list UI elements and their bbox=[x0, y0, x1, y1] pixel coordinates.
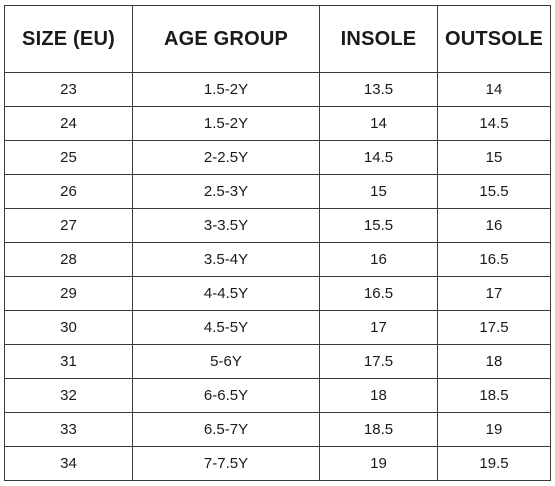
cell-outsole: 18 bbox=[437, 344, 551, 379]
cell-age-group: 7-7.5Y bbox=[132, 446, 320, 481]
cell-insole: 13.5 bbox=[319, 72, 438, 107]
table-row: 24 1.5-2Y 14 14.5 bbox=[4, 106, 551, 141]
header-row: SIZE (EU) AGE GROUP INSOLE OUTSOLE bbox=[4, 5, 551, 73]
cell-size-eu: 25 bbox=[4, 140, 133, 175]
cell-size-eu: 26 bbox=[4, 174, 133, 209]
cell-outsole: 19 bbox=[437, 412, 551, 447]
cell-age-group: 6-6.5Y bbox=[132, 378, 320, 413]
size-chart-table: SIZE (EU) AGE GROUP INSOLE OUTSOLE 23 1.… bbox=[4, 5, 551, 481]
cell-size-eu: 28 bbox=[4, 242, 133, 277]
cell-size-eu: 27 bbox=[4, 208, 133, 243]
cell-age-group: 2-2.5Y bbox=[132, 140, 320, 175]
header-size-eu: SIZE (EU) bbox=[4, 5, 133, 73]
table-row: 34 7-7.5Y 19 19.5 bbox=[4, 446, 551, 481]
cell-size-eu: 33 bbox=[4, 412, 133, 447]
table-row: 32 6-6.5Y 18 18.5 bbox=[4, 378, 551, 413]
cell-size-eu: 23 bbox=[4, 72, 133, 107]
cell-outsole: 19.5 bbox=[437, 446, 551, 481]
table-row: 31 5-6Y 17.5 18 bbox=[4, 344, 551, 379]
cell-size-eu: 29 bbox=[4, 276, 133, 311]
cell-size-eu: 31 bbox=[4, 344, 133, 379]
table-row: 33 6.5-7Y 18.5 19 bbox=[4, 412, 551, 447]
cell-outsole: 15.5 bbox=[437, 174, 551, 209]
cell-age-group: 3-3.5Y bbox=[132, 208, 320, 243]
cell-outsole: 14 bbox=[437, 72, 551, 107]
header-insole: INSOLE bbox=[319, 5, 438, 73]
cell-insole: 16 bbox=[319, 242, 438, 277]
cell-outsole: 15 bbox=[437, 140, 551, 175]
cell-outsole: 17.5 bbox=[437, 310, 551, 345]
cell-age-group: 1.5-2Y bbox=[132, 106, 320, 141]
cell-insole: 15 bbox=[319, 174, 438, 209]
table-header: SIZE (EU) AGE GROUP INSOLE OUTSOLE bbox=[4, 5, 551, 73]
cell-insole: 19 bbox=[319, 446, 438, 481]
cell-insole: 18.5 bbox=[319, 412, 438, 447]
cell-age-group: 5-6Y bbox=[132, 344, 320, 379]
cell-insole: 18 bbox=[319, 378, 438, 413]
header-age-group: AGE GROUP bbox=[132, 5, 320, 73]
cell-outsole: 14.5 bbox=[437, 106, 551, 141]
table-row: 25 2-2.5Y 14.5 15 bbox=[4, 140, 551, 175]
cell-age-group: 1.5-2Y bbox=[132, 72, 320, 107]
cell-outsole: 18.5 bbox=[437, 378, 551, 413]
cell-size-eu: 34 bbox=[4, 446, 133, 481]
cell-size-eu: 30 bbox=[4, 310, 133, 345]
table-row: 28 3.5-4Y 16 16.5 bbox=[4, 242, 551, 277]
cell-insole: 14 bbox=[319, 106, 438, 141]
table-body: 23 1.5-2Y 13.5 14 24 1.5-2Y 14 14.5 25 2… bbox=[4, 72, 551, 481]
table-row: 23 1.5-2Y 13.5 14 bbox=[4, 72, 551, 107]
table-row: 30 4.5-5Y 17 17.5 bbox=[4, 310, 551, 345]
cell-insole: 17 bbox=[319, 310, 438, 345]
table-row: 26 2.5-3Y 15 15.5 bbox=[4, 174, 551, 209]
cell-age-group: 3.5-4Y bbox=[132, 242, 320, 277]
header-outsole: OUTSOLE bbox=[437, 5, 551, 73]
cell-insole: 14.5 bbox=[319, 140, 438, 175]
cell-insole: 17.5 bbox=[319, 344, 438, 379]
cell-age-group: 2.5-3Y bbox=[132, 174, 320, 209]
cell-outsole: 17 bbox=[437, 276, 551, 311]
cell-outsole: 16 bbox=[437, 208, 551, 243]
cell-outsole: 16.5 bbox=[437, 242, 551, 277]
cell-size-eu: 24 bbox=[4, 106, 133, 141]
cell-age-group: 6.5-7Y bbox=[132, 412, 320, 447]
table-row: 27 3-3.5Y 15.5 16 bbox=[4, 208, 551, 243]
cell-insole: 15.5 bbox=[319, 208, 438, 243]
table-row: 29 4-4.5Y 16.5 17 bbox=[4, 276, 551, 311]
cell-insole: 16.5 bbox=[319, 276, 438, 311]
cell-age-group: 4-4.5Y bbox=[132, 276, 320, 311]
cell-size-eu: 32 bbox=[4, 378, 133, 413]
cell-age-group: 4.5-5Y bbox=[132, 310, 320, 345]
